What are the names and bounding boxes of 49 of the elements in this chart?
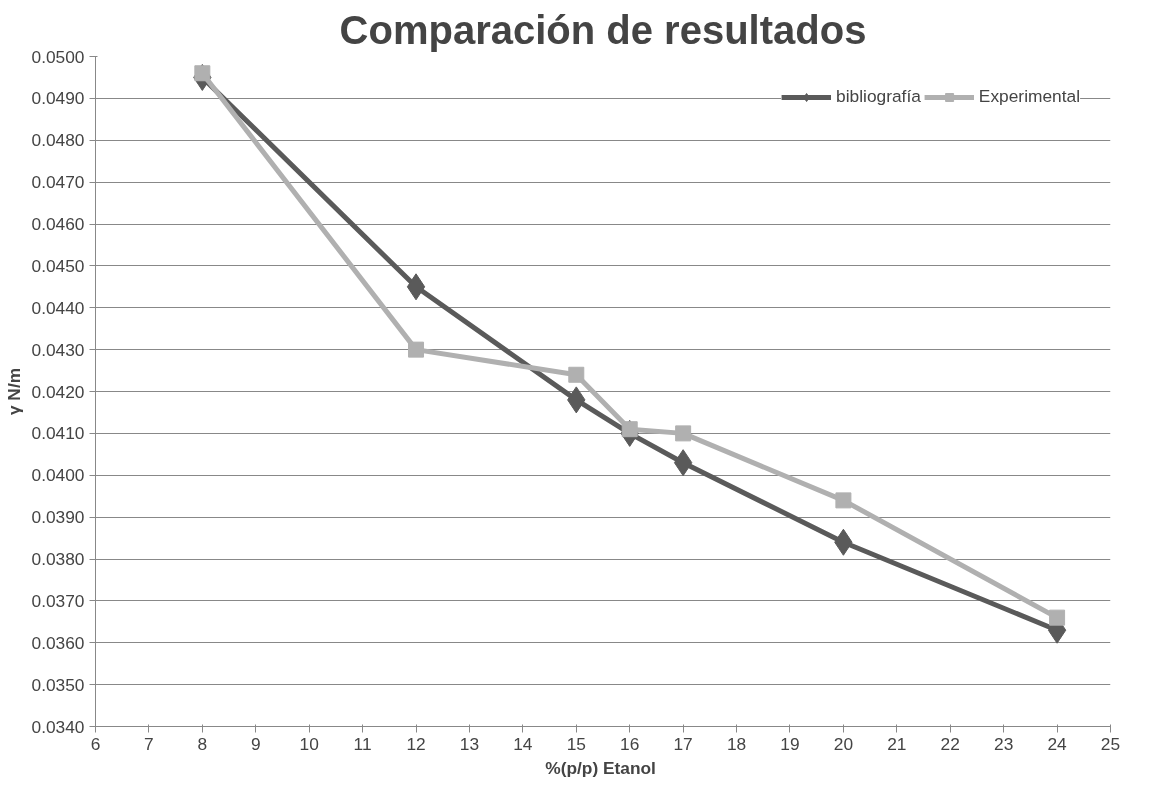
point <box>1049 609 1066 626</box>
point <box>406 273 426 301</box>
point <box>675 425 692 442</box>
x-tick-label: 24 <box>1047 733 1068 754</box>
y-tick-label: 0.0390 <box>31 507 85 528</box>
y-tick-label: 0.0380 <box>31 549 85 569</box>
x-axis-title: %(p/p) Etanol <box>545 757 656 778</box>
x-tick-label: 13 <box>459 733 480 754</box>
x-tick-label: 8 <box>197 733 208 754</box>
x-tick-label: 22 <box>940 733 960 754</box>
chart-title: Comparación de resultados <box>339 7 867 52</box>
x-tick-label: 17 <box>673 733 693 754</box>
x-tick-label: 25 <box>1100 733 1121 754</box>
y-tick-label: 0.0470 <box>31 172 85 193</box>
y-tick-label: 0.0410 <box>31 423 85 444</box>
y-tick-label: 0.0500 <box>31 46 85 67</box>
y-tick-label: 0.0360 <box>31 632 85 653</box>
x-tick-label: 18 <box>726 733 747 754</box>
x-tick-label: 16 <box>620 733 640 754</box>
y-tick-label: 0.0480 <box>31 130 85 151</box>
x-tick-label: 9 <box>250 733 261 754</box>
point <box>673 449 693 477</box>
x-tick-label: 23 <box>994 733 1014 754</box>
y-tick-label: 0.0340 <box>31 716 85 737</box>
y-tick-label: 0.0460 <box>31 214 85 234</box>
legend-label: bibliografía <box>836 86 921 107</box>
x-tick-label: 12 <box>406 733 426 754</box>
point <box>408 341 425 358</box>
y-tick-label: 0.0490 <box>31 88 85 109</box>
y-tick-label: 0.0420 <box>31 381 85 402</box>
y-tick-label: 0.0430 <box>31 339 85 360</box>
x-tick-label: 15 <box>566 733 586 754</box>
y-tick-label: 0.0440 <box>31 297 85 318</box>
x-tick-label: 19 <box>780 733 800 754</box>
legend-label: Experimental <box>978 86 1080 107</box>
point <box>835 492 852 509</box>
x-tick-label: 7 <box>144 733 154 754</box>
x-tick-label: 14 <box>513 733 533 754</box>
x-tick-label: 21 <box>887 733 907 754</box>
y-axis-title: γ N/m <box>3 367 24 416</box>
y-tick-label: 0.0350 <box>31 674 85 695</box>
x-tick-label: 6 <box>90 733 101 754</box>
x-tick-label: 10 <box>299 733 319 754</box>
x-tick-label: 20 <box>833 733 854 754</box>
x-tick-label: 11 <box>353 733 372 754</box>
y-tick-label: 0.0450 <box>31 255 85 276</box>
y-tick-label: 0.0400 <box>31 465 85 486</box>
y-tick-label: 0.0370 <box>31 590 85 611</box>
point <box>568 366 585 383</box>
